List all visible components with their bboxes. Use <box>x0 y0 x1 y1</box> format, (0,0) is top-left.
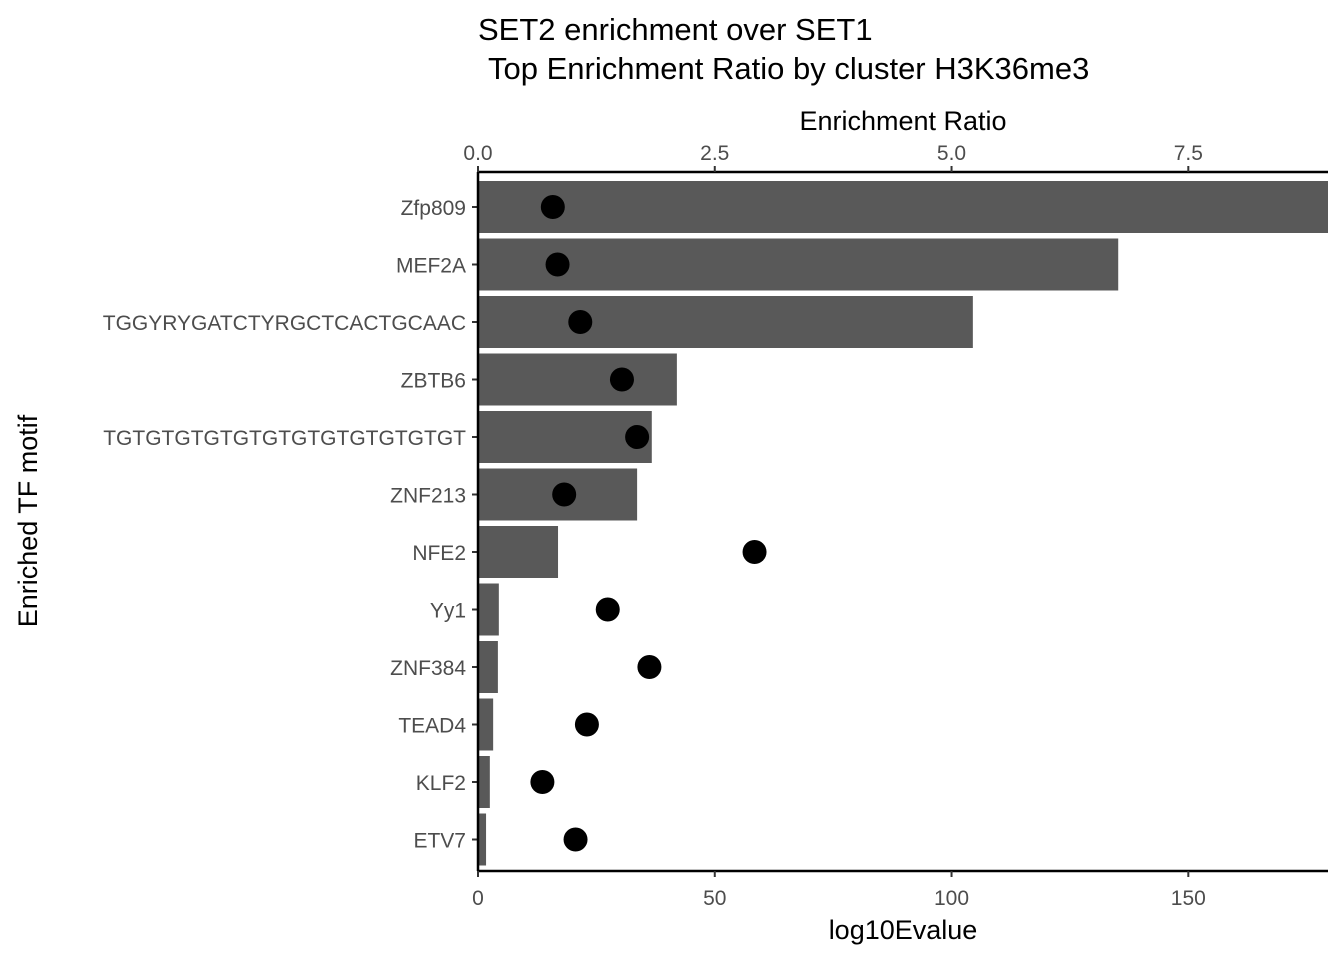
point-nfe2 <box>742 540 767 564</box>
x-tick-label: 100 <box>934 887 969 910</box>
point-etv7 <box>563 827 588 852</box>
bar-yy1 <box>478 583 499 636</box>
bar-tggyrygatctyrgctcactgcaac <box>478 296 973 348</box>
point-klf2 <box>530 770 555 794</box>
point-znf213 <box>552 482 577 507</box>
point-tggyrygatctyrgctcactgcaac <box>568 310 593 334</box>
y-tick-label: Yy1 <box>430 600 466 623</box>
x2-tick-label: 0.0 <box>463 142 492 165</box>
x-tick-label: 150 <box>1171 887 1206 910</box>
y-tick-label: Zfp809 <box>401 197 466 220</box>
chart-title-line1: SET2 enrichment over SET1 <box>478 12 873 47</box>
x2-axis-label: Enrichment Ratio <box>799 106 1006 136</box>
bar-tgtgtgtgtgtgtgtgtgtgtgtgt <box>478 411 652 463</box>
bar-tead4 <box>478 698 494 751</box>
y-tick-label: ETV7 <box>413 830 466 853</box>
bar-znf384 <box>478 641 498 693</box>
point-mef2a <box>545 252 570 277</box>
y-tick-label: TEAD4 <box>398 715 466 738</box>
bar-nfe2 <box>478 526 559 578</box>
x2-tick-label: 5.0 <box>937 142 966 165</box>
y-tick-label: TGTGTGTGTGTGTGTGTGTGTGTGT <box>103 427 466 450</box>
y-tick-label: TGGYRYGATCTYRGCTCACTGCAAC <box>103 312 466 335</box>
bar-zfp809 <box>478 181 1328 233</box>
bar-klf2 <box>478 756 490 808</box>
y-tick-label: ZBTB6 <box>401 370 466 393</box>
y-tick-label: MEF2A <box>396 255 466 278</box>
y-tick-label: ZNF213 <box>390 485 466 508</box>
chart-title-line2: Top Enrichment Ratio by cluster H3K36me3 <box>488 51 1089 86</box>
point-tead4 <box>574 712 599 737</box>
x2-tick-label: 2.5 <box>700 142 729 165</box>
bar-etv7 <box>478 813 487 866</box>
bar-mef2a <box>478 238 1119 291</box>
y-tick-label: NFE2 <box>412 542 466 565</box>
point-zfp809 <box>540 195 565 219</box>
x2-tick-label: 7.5 <box>1174 142 1203 165</box>
y-tick-label: ZNF384 <box>390 657 466 680</box>
y-tick-label: KLF2 <box>416 772 466 795</box>
point-zbtb6 <box>609 367 634 392</box>
point-yy1 <box>595 597 620 622</box>
x-axis-label: log10Evalue <box>829 915 978 945</box>
x-tick-label: 0 <box>472 887 484 910</box>
point-znf384 <box>637 655 662 679</box>
bar-zbtb6 <box>478 353 677 406</box>
x-tick-label: 50 <box>703 887 726 910</box>
point-tgtgtgtgtgtgtgtgtgtgtgtgt <box>625 425 650 449</box>
y-axis-label: Enriched TF motif <box>13 414 43 627</box>
